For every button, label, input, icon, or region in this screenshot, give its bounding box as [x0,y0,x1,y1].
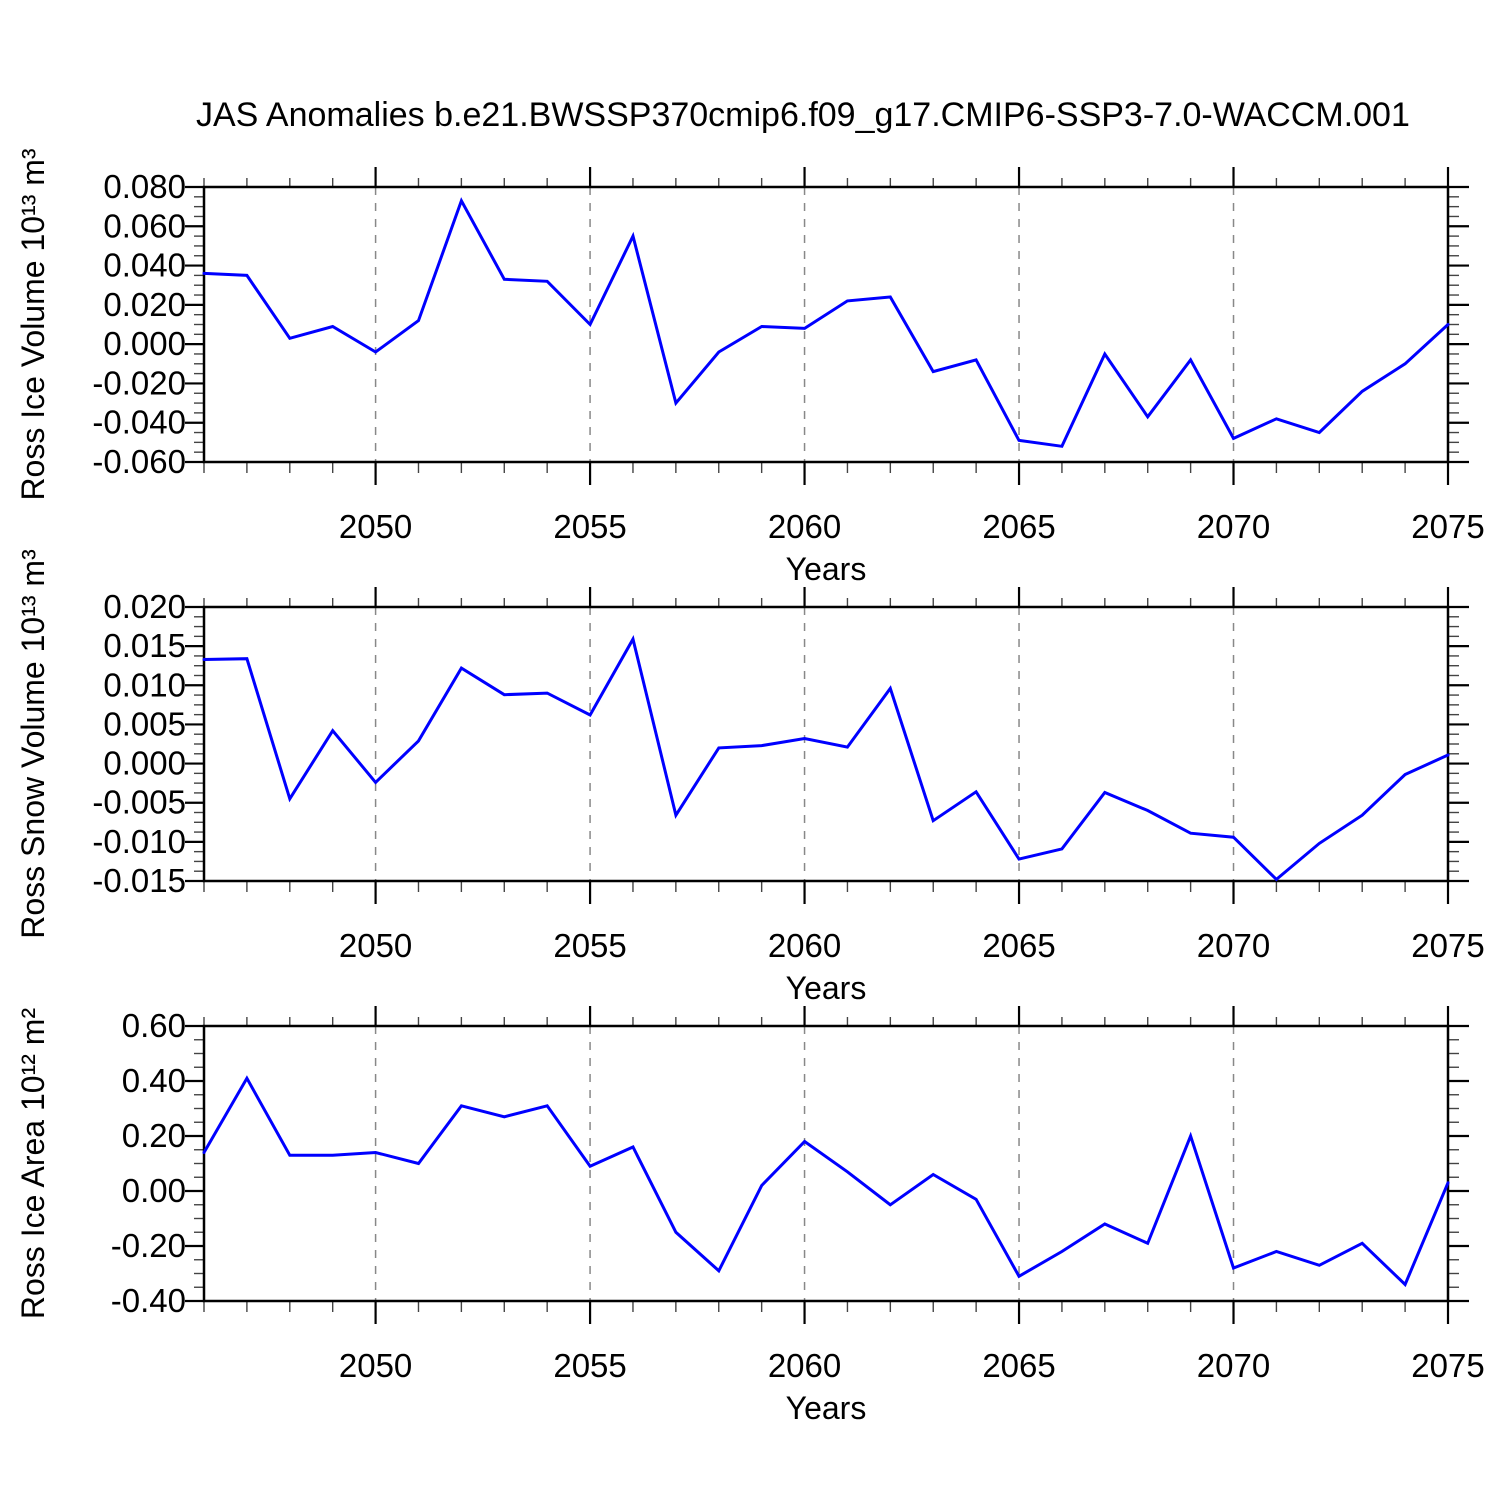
x-tick-label: 2060 [768,927,841,964]
x-tick-label: 2065 [982,927,1055,964]
x-tick-label: 2070 [1197,508,1270,545]
y-tick-label: -0.005 [92,784,186,821]
axis-ticks [185,587,1469,904]
y-axis-title: Ross Snow Volume 10¹³ m³ [15,549,51,939]
x-tick-label: 2070 [1197,927,1270,964]
y-tick-label: 0.020 [103,588,186,625]
y-axis-title: Ross Ice Area 10¹² m² [15,1008,51,1320]
series-line [202,1075,1450,1288]
x-tick-label: 2050 [339,508,412,545]
y-tick-label: 0.080 [103,168,186,205]
axis-labels: 2050 2055 2060 2065 2070 20750.0800.0600.0400… [92,168,1484,545]
series-line [202,197,1450,448]
y-axis-title: Ross Ice Volume 10¹³ m³ [15,148,51,500]
series-line [202,635,1450,882]
x-tick-label: 2070 [1197,1347,1270,1384]
y-tick-label: -0.060 [92,443,186,480]
y-tick-label: 0.010 [103,666,186,703]
y-tick-label: -0.20 [111,1227,186,1264]
axis-ticks [185,167,1469,485]
x-tick-label: 2060 [768,508,841,545]
x-axis-title: Years [786,970,867,1006]
y-tick-label: 0.040 [103,247,186,284]
axis-labels: 2050 2055 2060 2065 2070 20750.0200.0150.0100… [92,588,1484,964]
y-tick-label: 0.020 [103,286,186,323]
y-tick-label: -0.015 [92,862,186,899]
x-tick-label: 2065 [982,1347,1055,1384]
x-axis-title: Years [786,551,867,587]
plot-frame [202,605,1450,883]
y-tick-label: 0.20 [122,1117,186,1154]
chart-title: JAS Anomalies b.e21.BWSSP370cmip6.f09_g1… [196,96,1410,134]
x-tick-label: 2075 [1411,927,1484,964]
y-tick-label: 0.000 [103,745,186,782]
x-tick-label: 2065 [982,508,1055,545]
y-tick-label: -0.020 [92,364,186,401]
x-tick-label: 2060 [768,1347,841,1384]
y-tick-label: 0.015 [103,627,186,664]
gridlines [374,187,1235,462]
y-tick-label: 0.40 [122,1062,186,1099]
axis-labels: 2050 2055 2060 2065 2070 2075 0.60 0.40 0.20 0.00… [111,1007,1485,1384]
x-tick-label: 2050 [339,927,412,964]
y-tick-label: 0.60 [122,1007,186,1044]
gridlines [374,1026,1235,1301]
x-tick-label: 2050 [339,1347,412,1384]
x-tick-label: 2055 [553,1347,626,1384]
x-tick-label: 2055 [553,508,626,545]
y-tick-label: 0.005 [103,705,186,742]
axis-ticks [185,1006,1469,1324]
x-tick-label: 2075 [1411,1347,1484,1384]
x-tick-label: 2075 [1411,508,1484,545]
panel-1: 2050 2055 2060 2065 2070 20750.0800.0600.0400… [15,148,1485,587]
y-tick-label: 0.060 [103,207,186,244]
y-tick-label: -0.40 [111,1282,186,1319]
plot-frame [202,185,1450,464]
gridlines [374,607,1235,881]
plot-frame [202,1024,1450,1303]
y-tick-label: -0.040 [92,404,186,441]
y-tick-label: 0.00 [122,1172,186,1209]
x-axis-title: Years [786,1390,867,1426]
panel-3: 2050 2055 2060 2065 2070 2075 0.60 0.40 0.20 0.00… [15,1006,1485,1426]
y-tick-label: -0.010 [92,823,186,860]
x-tick-label: 2055 [553,927,626,964]
y-tick-label: 0.000 [103,325,186,362]
panel-2: 2050 2055 2060 2065 2070 20750.0200.0150.0100… [15,549,1485,1006]
